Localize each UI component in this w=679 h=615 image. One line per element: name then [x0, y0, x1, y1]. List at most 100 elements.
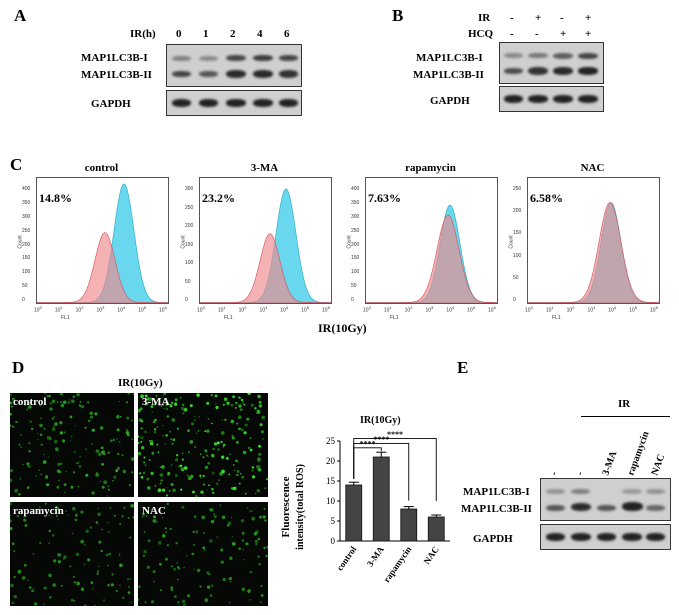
- fluorescent-cell: [242, 450, 247, 455]
- fluorescent-cell: [265, 478, 268, 481]
- fluorescent-cell: [265, 554, 268, 558]
- fluorescent-cell: [262, 438, 264, 440]
- fluorescent-cell: [258, 563, 261, 566]
- fluorescent-cell: [249, 510, 251, 512]
- fluorescent-cell: [165, 494, 169, 497]
- fluorescent-cell: [264, 487, 267, 489]
- fluorescent-cell: [176, 427, 179, 430]
- fluorescent-cell: [208, 484, 210, 487]
- fluorescent-cell: [245, 542, 249, 546]
- panel-b-mark: +: [585, 28, 592, 40]
- fluorescent-cell: [264, 519, 267, 522]
- histogram-y-tick: 100: [351, 269, 360, 276]
- fluorescent-cell: [165, 531, 168, 534]
- fluorescent-cell: [262, 515, 266, 519]
- histogram-y-tick: 150: [22, 255, 31, 262]
- histogram-y-tick: 300: [22, 213, 31, 220]
- fluorescent-cell: [144, 430, 147, 434]
- fluorescent-cell: [48, 394, 51, 398]
- fluorescent-cell: [33, 602, 38, 606]
- significance-label: ****: [387, 430, 403, 439]
- histogram-y-tick: 50: [22, 283, 28, 290]
- fluorescent-cell: [69, 415, 73, 419]
- fluorescent-cell: [141, 513, 145, 517]
- histogram-y-tick: 400: [351, 186, 360, 192]
- panel-e-lane-label: rapamycin: [625, 430, 651, 478]
- fluorescent-cell: [116, 438, 118, 440]
- fluorescent-cell: [246, 507, 249, 509]
- fluorescent-cell: [213, 513, 216, 516]
- histogram-y-tick: 200: [351, 241, 360, 248]
- fluorescent-cell: [220, 548, 224, 552]
- bar-chart-title: IR(10Gy): [360, 415, 401, 426]
- fluorescent-cell: [196, 393, 200, 397]
- fluorescent-cell: [219, 504, 222, 506]
- fluorescent-cell: [93, 604, 96, 606]
- panel-a-lane: 1: [203, 28, 209, 40]
- y-tick-label: 20: [326, 456, 336, 466]
- fluorescent-cell: [182, 412, 185, 415]
- fluorescent-cell: [150, 405, 154, 409]
- fluorescent-cell: [96, 471, 98, 474]
- fluorescent-cell: [152, 420, 156, 424]
- panel-b-cond: IR: [478, 12, 491, 24]
- fluorescent-cell: [110, 583, 114, 587]
- histogram-x-tick: 102: [404, 305, 413, 314]
- fluorescent-cell: [207, 418, 210, 420]
- fluorescent-cell: [40, 417, 42, 419]
- fluorescent-cell: [106, 495, 109, 497]
- fluorescent-cell: [175, 454, 179, 457]
- fluorescent-cell: [83, 563, 86, 566]
- fluorescent-cell: [222, 446, 225, 448]
- fluorescent-cell: [241, 428, 244, 432]
- histogram-x-tick: 106: [650, 305, 658, 314]
- fluorescent-cell: [250, 403, 254, 407]
- histogram-y-tick: 350: [22, 199, 31, 206]
- fluorescent-cell: [258, 400, 262, 404]
- fluorescent-cell: [254, 539, 258, 543]
- fluorescent-cell: [28, 401, 32, 405]
- fluorescent-cell: [10, 394, 12, 396]
- fluorescent-cell: [247, 446, 251, 450]
- fluorescent-cell: [113, 475, 117, 479]
- fluorescent-cell: [165, 557, 168, 561]
- fluorescent-cell: [258, 444, 261, 448]
- fluorescent-cell: [203, 495, 205, 497]
- fluorescent-cell: [116, 428, 120, 432]
- histogram-y-tick: 250: [22, 227, 31, 234]
- fluorescent-cell: [91, 428, 95, 432]
- fluorescent-cell: [212, 447, 215, 451]
- fluorescent-cell: [196, 432, 198, 434]
- histogram-x-tick: 105: [138, 305, 146, 314]
- fluorescent-cell: [253, 532, 257, 536]
- fluorescent-cell: [209, 508, 212, 511]
- fluorescent-cell: [206, 429, 210, 433]
- fluorescent-cell: [121, 596, 125, 600]
- panel-e-row-label: MAP1LC3B-II: [461, 503, 532, 515]
- fluorescent-cell: [59, 393, 63, 396]
- fluorescent-cell: [255, 542, 258, 546]
- fluorescent-cell: [243, 431, 247, 435]
- fluorescent-cell: [232, 395, 235, 399]
- fluorescent-cell: [158, 541, 162, 545]
- panel-a-lane: 6: [284, 28, 290, 40]
- fluorescent-cell: [40, 473, 43, 476]
- fluorescent-cell: [151, 451, 155, 455]
- histogram-x-tick: 100: [363, 305, 371, 314]
- fluorescent-cell: [18, 492, 21, 496]
- histogram-x-tick: 104: [117, 305, 126, 314]
- fluorescent-cell: [164, 527, 167, 530]
- fluorescent-cell: [55, 506, 59, 510]
- fluorescent-cell: [180, 467, 185, 472]
- fluorescent-cell: [128, 586, 130, 588]
- fluorescent-cell: [236, 422, 239, 425]
- fluorescent-cell: [173, 402, 178, 406]
- fluorescent-cell: [78, 464, 82, 468]
- fluorescent-cell: [43, 586, 47, 590]
- histogram-y-tick: 250: [351, 227, 360, 234]
- histogram-y-tick: 300: [185, 186, 194, 192]
- fluorescent-cell: [192, 530, 195, 534]
- fluorescent-cell: [33, 587, 35, 590]
- panel-e-lane-label: -: [548, 470, 559, 477]
- fluorescent-cell: [125, 431, 130, 435]
